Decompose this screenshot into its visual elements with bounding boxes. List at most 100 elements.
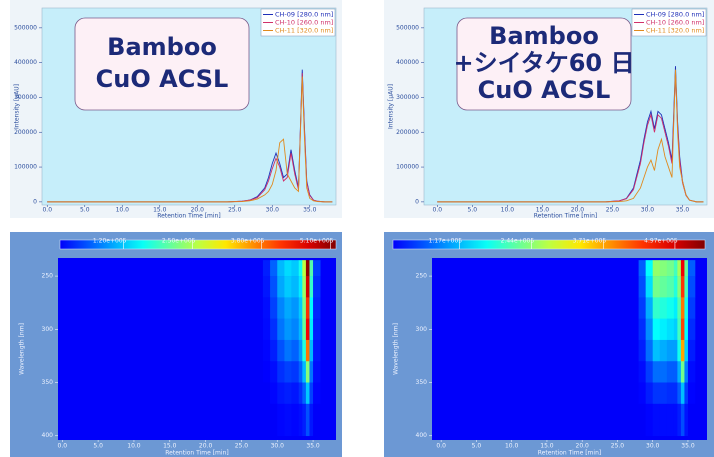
x-tick-label: 10.0	[116, 207, 130, 214]
heatmap-cell	[688, 404, 695, 436]
heatmap-cell	[639, 340, 646, 362]
x-tick-label: 25.0	[606, 207, 620, 214]
heatmap-cell	[688, 260, 695, 276]
heatmap-cell	[302, 260, 306, 276]
legend-label: CH-10 [260.0 nm]	[646, 19, 704, 27]
y-tick-label: 0	[415, 198, 419, 205]
colorbar-tick-label: 5.10e+005	[300, 238, 334, 245]
heatmap-cell	[677, 297, 681, 319]
heatmap-cell	[674, 297, 678, 319]
heatmap-cell	[653, 361, 660, 383]
heatmap-cell	[277, 297, 284, 319]
heatmap-cell	[263, 340, 270, 362]
heatmap-cell	[299, 297, 303, 319]
heatmap-cell	[299, 340, 303, 362]
heatmap-cell	[299, 404, 303, 436]
heatmap-cell	[667, 361, 674, 383]
legend-label: CH-11 [320.0 nm]	[646, 27, 704, 35]
heatmap-cell	[677, 260, 681, 276]
heatmap-cell	[653, 340, 660, 362]
x-tick-label: 0.0	[433, 207, 443, 214]
annotation-text: CuO ACSL	[96, 65, 229, 93]
heatmap-cell	[292, 260, 299, 276]
colorbar-tick-label: 3.71e+005	[573, 238, 607, 245]
y-tick-label: 500000	[14, 24, 37, 31]
heatmap-cell	[674, 361, 678, 383]
heatmap-cell	[653, 383, 660, 405]
heatmap-cell	[653, 404, 660, 436]
colorbar-tick-label: 1.17e+005	[429, 238, 463, 245]
heatmap-cell	[660, 404, 667, 436]
heatmap-cell	[684, 319, 688, 341]
x-axis-label: Retention Time [min]	[538, 450, 601, 457]
heatmap-cell	[681, 361, 685, 383]
heatmap-cell	[639, 404, 646, 436]
heatmap-cell	[313, 319, 320, 341]
heatmap-cell	[684, 340, 688, 362]
colorbar-tick-label: 2.50e+005	[162, 238, 196, 245]
heatmap-cell	[302, 276, 306, 298]
heatmap-cell	[677, 340, 681, 362]
x-tick-label: 5.0	[80, 207, 90, 214]
x-tick-label: 25.0	[228, 207, 242, 214]
heatmap-cell	[674, 276, 678, 298]
heatmap-cell	[653, 260, 660, 276]
heatmap-cell	[270, 319, 277, 341]
x-tick-label: 5.0	[468, 207, 478, 214]
heatmap-cell	[653, 276, 660, 298]
heatmap-cell	[677, 361, 681, 383]
heatmap-cell	[292, 361, 299, 383]
heatmap-cell	[263, 276, 270, 298]
heatmap-cell	[306, 404, 310, 436]
heatmap-cell	[302, 361, 306, 383]
heatmap-cell	[309, 361, 313, 383]
heatmap-cell	[667, 383, 674, 405]
heatmap-cell	[653, 297, 660, 319]
heatmap-cell	[284, 361, 291, 383]
colorbar-tick-label: 1.20e+005	[93, 238, 127, 245]
x-tick-label: 35.0	[303, 207, 317, 214]
y-tick-label: 350	[42, 379, 54, 386]
heatmap-cell	[299, 383, 303, 405]
heatmap-cell	[681, 297, 685, 319]
heatmap-cell	[684, 361, 688, 383]
heatmap-cell	[674, 404, 678, 436]
x-tick-label: 0.0	[42, 207, 52, 214]
heatmap-cell	[681, 260, 685, 276]
y-tick-label: 400000	[14, 59, 37, 66]
heatmap-cell	[292, 404, 299, 436]
heatmap-cell	[667, 276, 674, 298]
heatmap-cell	[660, 361, 667, 383]
heatmap-cell	[667, 404, 674, 436]
heatmap-cell	[306, 297, 310, 319]
heatmap-cell	[284, 319, 291, 341]
heatmap-cell	[277, 383, 284, 405]
colorbar-tick-label: 2.44e+005	[501, 238, 535, 245]
heatmap-cell	[313, 361, 320, 383]
heatmap-cell	[270, 404, 277, 436]
heatmap-cell	[263, 383, 270, 405]
heatmap-cell	[306, 361, 310, 383]
x-axis-label: Retention Time [min]	[157, 213, 220, 220]
x-tick-label: 10.0	[127, 443, 141, 450]
heatmap-cell	[309, 383, 313, 405]
heatmap-cell	[270, 260, 277, 276]
heatmap-cell	[263, 361, 270, 383]
heatmap-cell	[309, 404, 313, 436]
x-tick-label: 35.0	[676, 207, 690, 214]
y-axis-label: Wavelength [nm]	[393, 323, 400, 375]
heatmap-cell	[270, 340, 277, 362]
heatmap-cell	[677, 383, 681, 405]
heatmap-cell	[660, 319, 667, 341]
heatmap-cell	[306, 383, 310, 405]
heatmap-cell	[646, 404, 653, 436]
legend-label: CH-11 [320.0 nm]	[275, 27, 333, 35]
heatmap-cell	[299, 276, 303, 298]
x-tick-label: 30.0	[646, 443, 660, 450]
heatmap-cell	[284, 297, 291, 319]
heatmap-cell	[306, 260, 310, 276]
heatmap-cell	[646, 319, 653, 341]
heatmap-cell	[306, 276, 310, 298]
heatmap-cell	[639, 276, 646, 298]
heatmap-cell	[681, 319, 685, 341]
